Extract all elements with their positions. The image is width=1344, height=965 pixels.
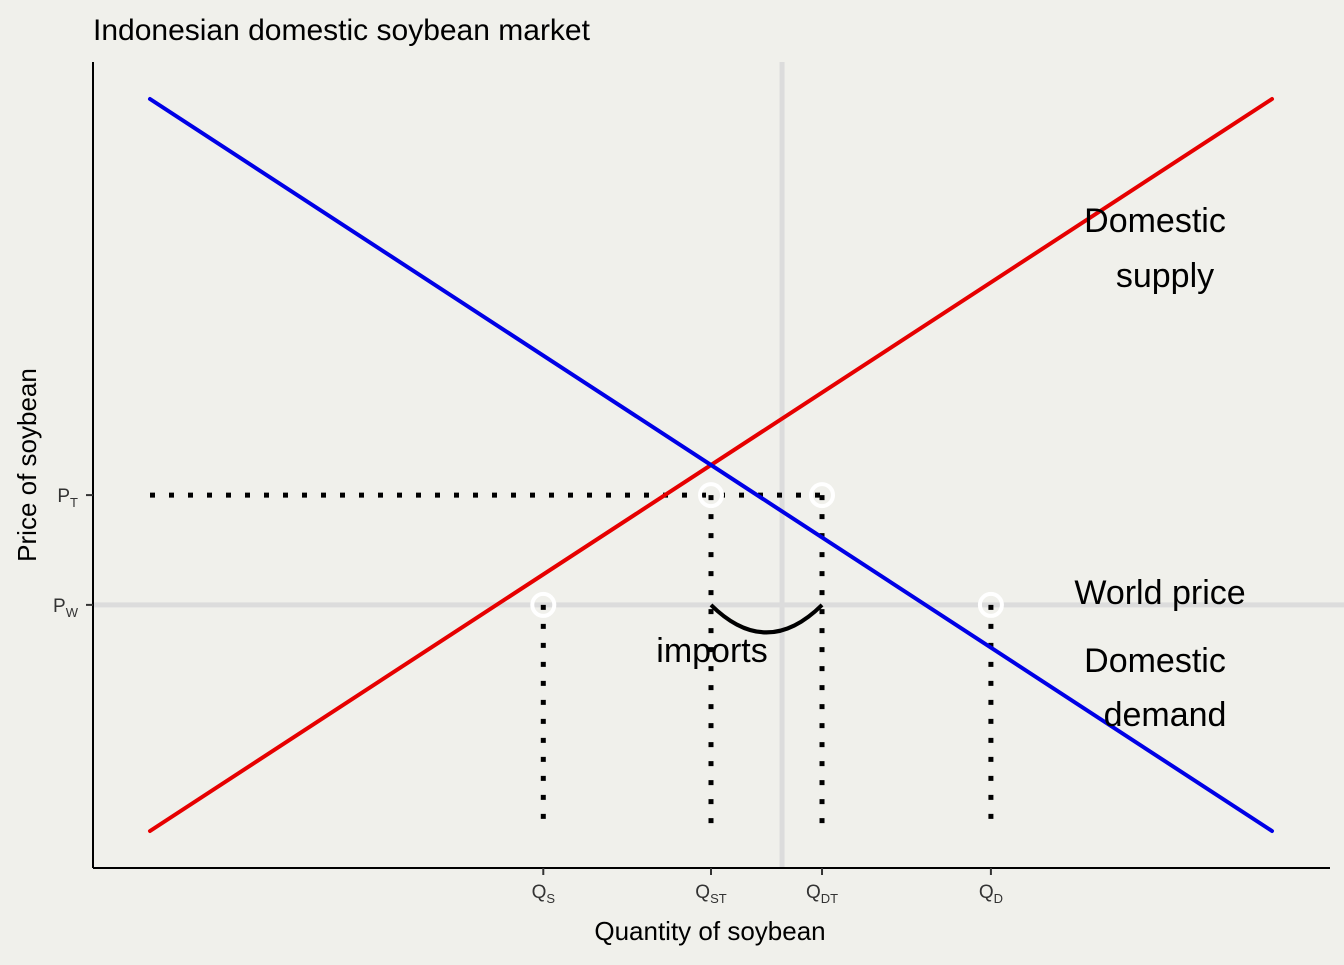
- demand-label-line1: Domestic: [1084, 642, 1226, 680]
- imports-label: imports: [656, 632, 767, 670]
- y-axis-title: Price of soybean: [12, 368, 42, 562]
- x-tick-label-st: QST: [695, 882, 726, 906]
- annotations: Domestic supply World price Domestic demand i…: [656, 202, 1245, 734]
- y-tick-label-t: PT: [57, 486, 78, 510]
- y-tick-label-w: PW: [53, 596, 79, 620]
- demand-line: [148, 97, 1274, 833]
- supply-label-line1: Domestic: [1084, 202, 1226, 240]
- open-point-2: [809, 482, 836, 509]
- x-axis-title: Quantity of soybean: [594, 916, 825, 946]
- supply-label-line2: supply: [1116, 257, 1214, 295]
- open-point-3: [977, 591, 1004, 618]
- chart-title: Indonesian domestic soybean market: [93, 14, 591, 47]
- x-tick-label-d: QD: [979, 882, 1003, 906]
- tick-labels: PT PW QS QST QDT QD: [53, 486, 1003, 906]
- plot-area: [93, 62, 1344, 868]
- open-point-0: [530, 591, 557, 618]
- open-point-1: [698, 482, 724, 509]
- imports-brace: [709, 603, 824, 635]
- world-price-label: World price: [1074, 574, 1245, 612]
- demand-label-line2: demand: [1104, 696, 1227, 734]
- x-tick-label-dt: QDT: [806, 882, 838, 906]
- x-tick-label-s: QS: [532, 882, 556, 906]
